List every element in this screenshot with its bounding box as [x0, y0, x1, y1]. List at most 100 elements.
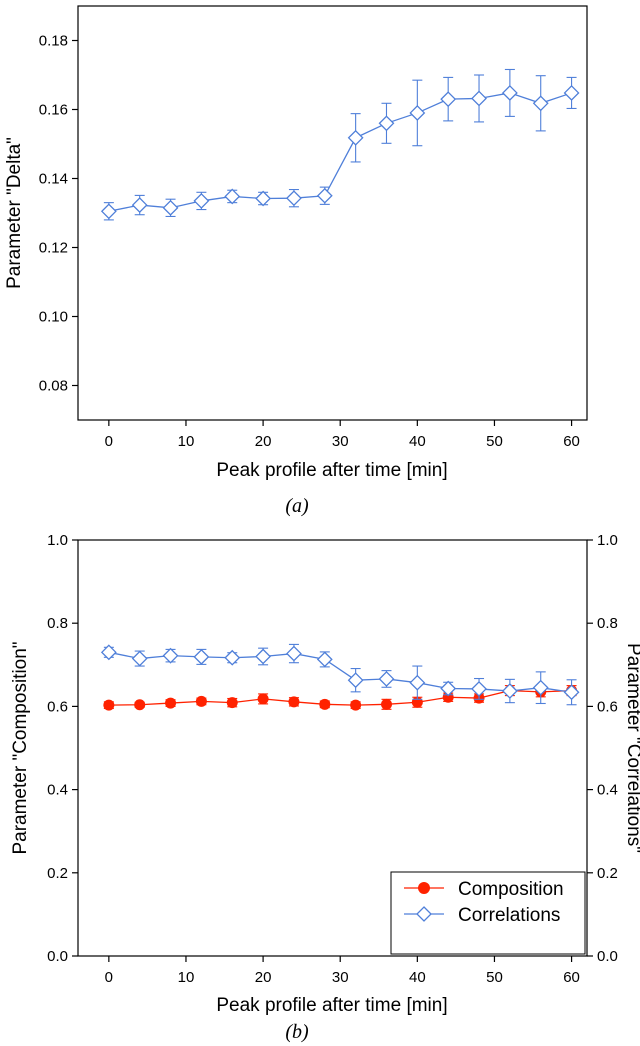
data-point: [409, 674, 426, 691]
data-point: [501, 85, 518, 101]
data-point: [131, 197, 148, 213]
data-point: [255, 648, 272, 665]
y-axis-label-a: Parameter "Delta": [4, 137, 25, 289]
data-point: [288, 696, 300, 708]
legend-marker-composition: [418, 882, 430, 894]
data-point: [316, 187, 333, 204]
legend-label-correlations: Correlations: [458, 905, 560, 926]
y-tick-label: 0.08: [39, 378, 68, 395]
x-tick-label: 20: [255, 433, 272, 450]
data-point: [286, 190, 302, 207]
data-point: [103, 699, 115, 711]
data-point: [193, 648, 210, 665]
data-point: [162, 647, 179, 664]
data-point: [319, 698, 331, 710]
y2-tick-label: 0.6: [597, 698, 618, 715]
data-point: [224, 188, 241, 205]
y2-tick-label: 0.2: [597, 865, 618, 882]
y-tick-label: 0.10: [39, 309, 68, 326]
data-point: [134, 699, 146, 711]
data-point: [131, 650, 148, 667]
y2-tick-label: 0.4: [597, 782, 618, 799]
legend-marker-correlations: [416, 906, 432, 922]
data-point: [347, 672, 364, 689]
series-correlations: [100, 643, 580, 706]
data-point: [165, 697, 177, 709]
plot-frame-a: [77, 5, 588, 421]
data-point: [195, 695, 207, 707]
x-tick-label: 10: [178, 433, 195, 450]
data-point: [162, 199, 179, 216]
y-tick-label: 0.18: [39, 33, 68, 50]
data-point: [471, 90, 487, 107]
axis-ticks-b: 0 10 20 30 40 50 60 0.0 0.0 0.2 0.2 0.4 0.4 0.6 0.6 0.8…: [47, 532, 618, 986]
x-tick-label: 30: [332, 433, 349, 450]
x-axis-label-b: Peak profile after time [min]: [216, 995, 447, 1016]
chart-panel-b: 0 10 20 30 40 50 60 0.0 0.0 0.2 0.2 0.4 0.4 0.6 0.6 0.8…: [10, 532, 640, 1043]
data-point: [563, 684, 580, 701]
data-point: [378, 671, 395, 687]
x-tick-label: 10: [178, 969, 195, 986]
data-point: [100, 203, 117, 220]
data-point: [532, 95, 549, 112]
y-tick-label: 0.14: [39, 171, 68, 188]
panel-label-b: (b): [285, 1021, 309, 1043]
data-point: [378, 115, 395, 132]
data-point: [316, 651, 333, 668]
x-tick-label: 30: [332, 969, 349, 986]
data-point: [226, 697, 238, 709]
y-tick-label: 1.0: [47, 532, 68, 549]
series-line: [108, 689, 572, 706]
series-delta: [100, 68, 580, 221]
y2-axis-label-b: Parameter "Correlations": [623, 643, 640, 853]
series-layer-a: [100, 68, 580, 221]
data-point: [409, 105, 426, 121]
plot-frame-b: [77, 539, 588, 957]
data-point: [257, 693, 269, 705]
data-point: [224, 649, 241, 666]
data-point: [350, 699, 362, 711]
data-point: [563, 85, 580, 101]
chart-panel-a: 0 10 20 30 40 50 60 0.08 0.10 0.12 0.14 0.16 0.18 Pe…: [4, 5, 588, 517]
panel-label-a: (a): [285, 495, 309, 517]
x-tick-label: 40: [409, 433, 426, 450]
y-tick-label: 0.8: [47, 615, 68, 632]
data-point: [193, 193, 210, 209]
x-tick-label: 0: [105, 433, 113, 450]
x-tick-label: 50: [486, 433, 503, 450]
y2-tick-label: 0.8: [597, 615, 618, 632]
x-tick-label: 20: [255, 969, 272, 986]
series-line: [108, 651, 572, 693]
y-tick-label: 0.12: [39, 240, 68, 257]
data-point: [286, 645, 302, 662]
y-tick-label: 0.0: [47, 948, 68, 965]
series-layer-b: [100, 643, 580, 711]
data-point: [532, 679, 549, 696]
x-tick-label: 0: [105, 969, 113, 986]
x-tick-label: 40: [409, 969, 426, 986]
data-point: [100, 644, 117, 661]
y-tick-label: 0.2: [47, 865, 68, 882]
y-axis-label-b: Parameter "Composition": [10, 641, 31, 854]
axis-ticks-a: 0 10 20 30 40 50 60 0.08 0.10 0.12 0.14 0.16 0.18: [39, 33, 580, 451]
data-point: [501, 683, 518, 699]
legend-label-composition: Composition: [458, 879, 564, 900]
data-point: [471, 681, 487, 697]
x-tick-label: 60: [563, 433, 580, 450]
data-point: [440, 91, 457, 108]
x-axis-label-a: Peak profile after time [min]: [216, 460, 447, 481]
x-tick-label: 50: [486, 969, 503, 986]
legend: Composition Correlations: [390, 871, 586, 955]
y2-tick-label: 1.0: [597, 532, 618, 549]
x-tick-label: 60: [563, 969, 580, 986]
y2-tick-label: 0.0: [597, 948, 618, 965]
data-point: [440, 680, 457, 697]
data-point: [255, 190, 272, 207]
y-tick-label: 0.6: [47, 698, 68, 715]
data-point: [380, 698, 392, 710]
data-point: [347, 129, 364, 146]
y-tick-label: 0.16: [39, 102, 68, 119]
series-line: [108, 92, 572, 212]
y-tick-label: 0.4: [47, 782, 68, 799]
